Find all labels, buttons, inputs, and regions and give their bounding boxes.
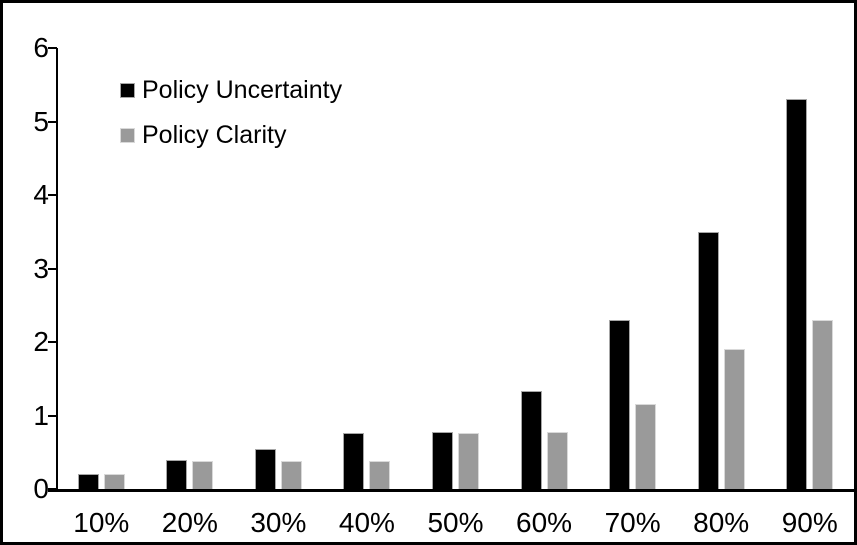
- bar-policy-uncertainty-10%: [77, 474, 99, 489]
- y-tick-mark: [48, 47, 57, 49]
- y-tick-label: 4: [33, 179, 49, 210]
- legend-swatch-black-square-icon: [120, 82, 135, 98]
- x-axis-label-90%: 90%: [781, 507, 838, 538]
- bar-policy-clarity-10%: [103, 474, 125, 489]
- bar-group-70%: [588, 48, 677, 489]
- bar-policy-clarity-50%: [457, 433, 479, 489]
- x-axis-line: [48, 489, 854, 492]
- bar-policy-clarity-70%: [635, 404, 657, 489]
- x-axis-label-50%: 50%: [427, 507, 484, 538]
- y-tick-label: 2: [33, 326, 49, 357]
- legend-label-policy-clarity: Policy Clarity: [142, 121, 287, 149]
- y-tick-label: 0: [33, 473, 49, 504]
- y-tick-label: 6: [33, 32, 49, 63]
- bar-group-40%: [323, 48, 412, 489]
- bar-group-30%: [234, 48, 323, 489]
- x-axis-label-60%: 60%: [516, 507, 573, 538]
- x-axis-label-10%: 10%: [73, 507, 130, 538]
- y-tick-mark: [48, 488, 57, 490]
- bar-policy-clarity-30%: [280, 461, 302, 489]
- y-tick-label: 5: [33, 105, 49, 137]
- bar-policy-clarity-20%: [192, 461, 214, 489]
- y-tick-mark: [48, 120, 57, 123]
- legend-label-policy-uncertainty: Policy Uncertainty: [142, 76, 343, 104]
- legend-swatch-gray-square-icon: [120, 127, 135, 143]
- x-axis-label-30%: 30%: [250, 507, 307, 538]
- y-tick-mark: [48, 194, 57, 196]
- x-axis-label-70%: 70%: [604, 507, 661, 538]
- bar-policy-uncertainty-70%: [609, 320, 631, 489]
- legend-item-policy-clarity: Policy Clarity: [120, 121, 286, 149]
- bar-policy-uncertainty-30%: [254, 449, 276, 489]
- bar-group-50%: [411, 48, 500, 489]
- bar-policy-uncertainty-20%: [166, 460, 188, 489]
- bar-policy-uncertainty-80%: [697, 232, 719, 489]
- y-tick-mark: [48, 414, 57, 417]
- bar-group-90%: [765, 48, 854, 489]
- bar-group-10%: [57, 48, 146, 489]
- y-tick-mark: [48, 341, 57, 343]
- bar-group-80%: [677, 48, 766, 489]
- bar-policy-uncertainty-60%: [520, 391, 542, 489]
- bar-policy-clarity-60%: [546, 432, 568, 489]
- y-tick-label: 3: [33, 252, 49, 284]
- x-axis-label-20%: 20%: [161, 507, 218, 538]
- bar-policy-uncertainty-50%: [431, 432, 453, 489]
- bar-group-20%: [146, 48, 235, 489]
- bar-policy-clarity-90%: [812, 320, 834, 489]
- bar-group-60%: [500, 48, 589, 489]
- bar-policy-clarity-80%: [723, 349, 745, 489]
- bar-policy-clarity-40%: [369, 461, 391, 489]
- x-axis-label-40%: 40%: [338, 507, 395, 538]
- legend-item-policy-uncertainty: Policy Uncertainty: [120, 76, 342, 104]
- y-tick-mark: [48, 267, 57, 270]
- bar-policy-uncertainty-40%: [343, 433, 365, 489]
- bar-policy-uncertainty-90%: [786, 99, 808, 489]
- y-tick-label: 1: [33, 399, 49, 431]
- y-axis-line: [56, 48, 58, 491]
- x-axis-label-80%: 80%: [693, 507, 750, 538]
